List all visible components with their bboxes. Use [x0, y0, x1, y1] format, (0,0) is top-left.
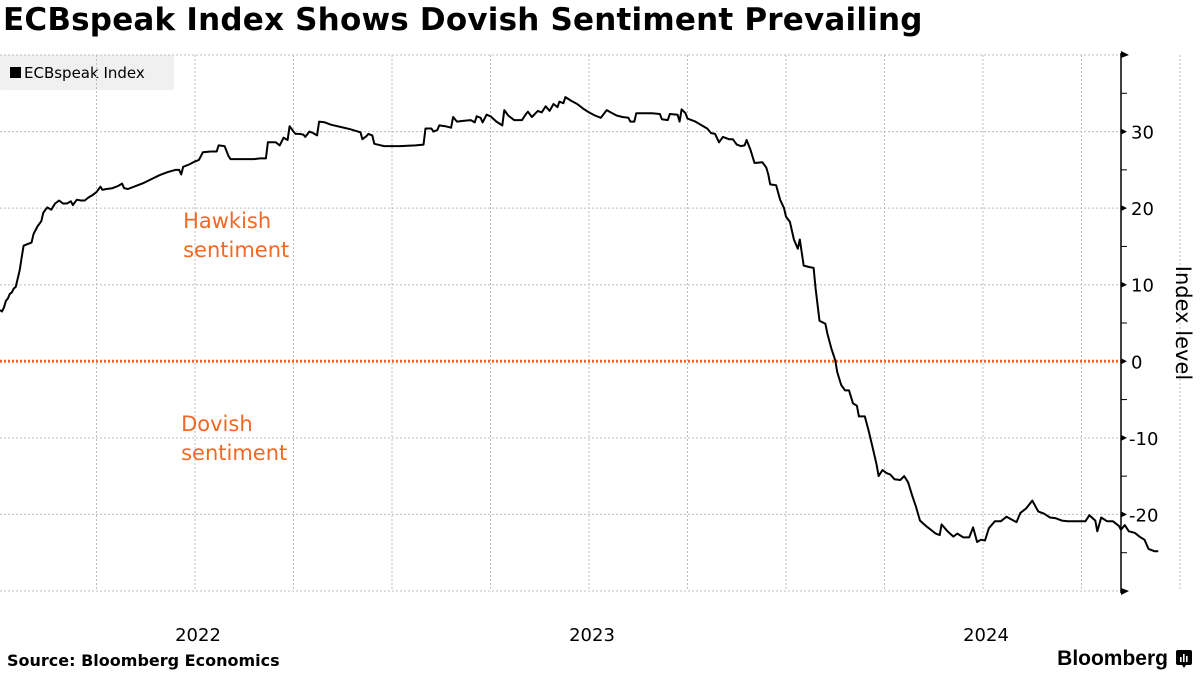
bloomberg-terminal-icon [1176, 650, 1192, 668]
y-axis [1120, 51, 1129, 595]
y-tick-label: 10 [1131, 276, 1154, 297]
y-tick-label: -10 [1129, 429, 1158, 450]
annotations: Hawkish sentiment Dovish sentiment [181, 209, 289, 465]
y-major-tick [1121, 205, 1127, 212]
bloomberg-logo-text: Bloomberg [1057, 647, 1168, 670]
legend-label: ECBspeak Index [24, 63, 145, 82]
y-major-tick [1121, 358, 1127, 365]
legend-swatch-square-icon [10, 67, 21, 78]
legend: ECBspeak Index [0, 55, 174, 90]
x-tick-label: 2022 [175, 625, 221, 646]
y-tick-label: 0 [1131, 352, 1142, 373]
y-tick-label: -20 [1129, 505, 1158, 526]
y-tick-labels: 30 20 10 0 -10 -20 [1129, 123, 1158, 527]
gridlines [0, 54, 1181, 592]
y-major-tick [1121, 511, 1127, 518]
x-tick-label: 2023 [569, 625, 615, 646]
series-line-ecbspeak-index [0, 96, 1159, 553]
y-major-tick [1121, 128, 1127, 135]
y-axis-title: Index level [1171, 266, 1195, 380]
y-tick-label: 20 [1131, 199, 1154, 220]
x-tick-labels: 2022 2023 2024 [175, 625, 1009, 646]
y-axis-arrow-up-icon [1121, 51, 1129, 58]
chart-title: ECBspeak Index Shows Dovish Sentiment Pr… [3, 2, 923, 38]
hawkish-annotation-line-2: sentiment [183, 238, 289, 262]
y-major-tick [1121, 434, 1127, 441]
x-tick-label: 2024 [963, 625, 1009, 646]
y-tick-label: 30 [1131, 123, 1154, 144]
dovish-annotation-line-1: Dovish [181, 412, 253, 436]
y-axis-arrow-down-icon [1121, 588, 1129, 595]
dovish-annotation-line-2: sentiment [181, 441, 287, 465]
y-major-tick [1121, 281, 1127, 288]
hawkish-annotation-line-1: Hawkish [183, 209, 271, 233]
source-note: Source: Bloomberg Economics [7, 651, 280, 670]
